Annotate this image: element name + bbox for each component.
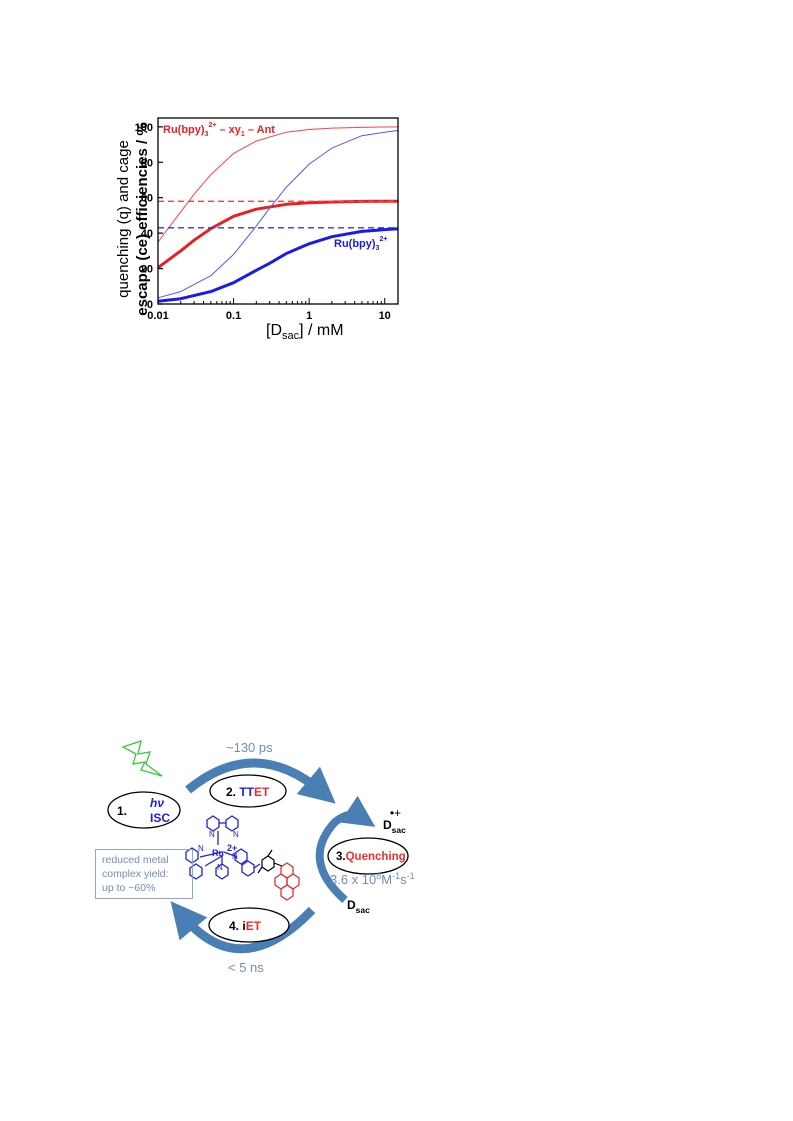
y-tick-label-60: 60 — [141, 193, 153, 205]
x-tick-label-0: 0.01 — [147, 310, 168, 322]
x-tick-label-2: 1 — [306, 310, 312, 322]
series-line-5 — [157, 227, 399, 303]
plot-area: 0 20 40 60 80 100 0.01 0.1 1 10 — [135, 117, 399, 322]
x-axis-label: [Dsac] / mM — [266, 322, 344, 342]
x-tick-label-3: 10 — [379, 310, 391, 322]
step2-time: ~130 ps — [226, 740, 273, 755]
step2-label: 2. TTET — [226, 785, 270, 799]
step3-rate: 3.6 x 108M-1s-1 — [330, 871, 415, 887]
n-atom-label-2: N — [233, 830, 239, 839]
step4-label: 4. iET — [229, 919, 262, 933]
arrow-ttet — [185, 758, 336, 804]
y-axis-label-line2: escape (ce) efficiencies / % — [134, 122, 151, 315]
efficiency-chart: 0 20 40 60 80 100 0.01 0.1 1 10 quenching (q) and… — [115, 117, 399, 342]
dsac-radical-label: Dsac•+ — [383, 806, 406, 835]
ru-atom-label: Ru 2+ — [212, 843, 237, 858]
lightning-flash-icon — [121, 740, 163, 777]
y-tick-label-20: 20 — [141, 264, 153, 276]
yield-note-line3: up to ~60% — [102, 882, 156, 894]
step1-isc: ISC — [150, 811, 170, 825]
yield-note-box: reduced metal complex yield: up to ~60% — [95, 849, 193, 899]
step1-number: 1. — [117, 804, 127, 818]
n-atom-label-1: N — [209, 830, 215, 839]
step3-ellipse — [327, 837, 409, 875]
n-atom-label-4: N — [232, 852, 238, 861]
anthracene-structure — [274, 862, 300, 901]
step4-ellipse — [208, 907, 290, 943]
y-tick-label-40: 40 — [141, 228, 153, 240]
y-tick-label-80: 80 — [141, 157, 153, 169]
yield-note-line2: complex yield: — [102, 868, 169, 880]
red-series-label: Ru(bpy)32+ – xy1 – Ant — [163, 122, 275, 138]
arrow-iet — [170, 901, 316, 954]
x-tick-label-1: 0.1 — [226, 310, 241, 322]
step3-label: 3.Quenching — [336, 851, 406, 863]
step1-hv: hν — [150, 796, 164, 810]
y-axis-label-line1: quenching (q) and cage — [115, 140, 132, 298]
blue-series-label: Ru(bpy)32+ — [334, 236, 387, 252]
series-line-4 — [157, 129, 399, 299]
dsac-label: Dsac — [347, 898, 370, 915]
mechanism-scheme: 1. hν ISC 2. TTET ~130 ps 3.Quenching 3.… — [107, 740, 415, 975]
plot-frame — [157, 117, 399, 305]
series-line-1 — [157, 126, 399, 243]
y-tick-label-0: 0 — [147, 299, 153, 311]
n-atom-label-5: N — [217, 863, 223, 872]
ruthenium-complex-structure — [185, 815, 261, 880]
yield-note-line1: reduced metal — [102, 854, 169, 866]
step4-time: < 5 ns — [228, 960, 264, 975]
step1-ellipse — [107, 791, 181, 829]
xylene-linker-structure — [257, 849, 283, 874]
n-atom-label-3: N — [198, 844, 204, 853]
arrow-quenching — [315, 795, 376, 903]
y-tick-label-100: 100 — [135, 122, 153, 134]
step2-ellipse — [209, 774, 287, 808]
